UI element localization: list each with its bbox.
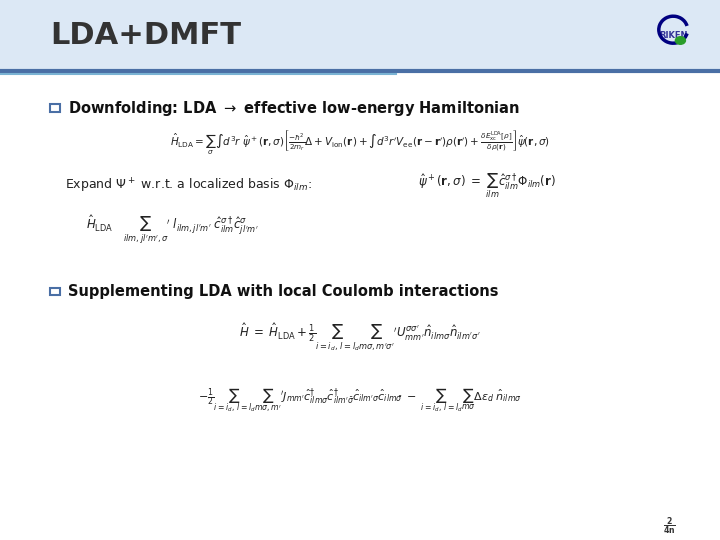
Text: $\hat{H}_{\mathrm{LDA}} \quad \sum_{ilm,jl'm',\sigma}{}' \; l_{ilm,jl'm'} \; \ha: $\hat{H}_{\mathrm{LDA}} \quad \sum_{ilm,… (86, 213, 259, 246)
Text: $\mathbf{\frac{2}{4n}}$: $\mathbf{\frac{2}{4n}}$ (663, 516, 676, 537)
Text: RIKEN: RIKEN (659, 31, 688, 39)
Circle shape (675, 37, 685, 44)
Text: $\hat{\psi}^+(\mathbf{r},\sigma) \;=\; \sum_{ilm} \hat{c}^{\sigma\dagger}_{ilm} : $\hat{\psi}^+(\mathbf{r},\sigma) \;=\; \… (418, 172, 556, 201)
Bar (50, 104, 60, 111)
Text: $\hat{H}_{\mathrm{LDA}} = \sum_{\sigma} \int d^3r\; \hat{\psi}^+(\mathbf{r},\sig: $\hat{H}_{\mathrm{LDA}} = \sum_{\sigma} … (170, 129, 550, 158)
Text: Downfolding: LDA $\rightarrow$ effective low-energy Hamiltonian: Downfolding: LDA $\rightarrow$ effective… (68, 98, 521, 118)
Text: $\hat{H} \;=\; \hat{H}_{\mathrm{LDA}} + \frac{1}{2} \sum_{i=i_d,\, l=l_d}\sum_{m: $\hat{H} \;=\; \hat{H}_{\mathrm{LDA}} + … (239, 322, 481, 353)
Text: LDA+DMFT: LDA+DMFT (50, 21, 241, 50)
Bar (50, 288, 60, 295)
Text: Expand $\Psi^+$ w.r.t. a localized basis $\Phi_{ilm}$:: Expand $\Psi^+$ w.r.t. a localized basis… (65, 177, 312, 195)
Text: $-\frac{1}{2} \sum_{i=i_d,\, l=l_d} \sum_{m\sigma,m'}{}' J_{mm'} \hat{c}^{\dagge: $-\frac{1}{2} \sum_{i=i_d,\, l=l_d} \sum… (198, 386, 522, 414)
Text: Supplementing LDA with local Coulomb interactions: Supplementing LDA with local Coulomb int… (68, 284, 499, 299)
FancyBboxPatch shape (0, 0, 720, 70)
